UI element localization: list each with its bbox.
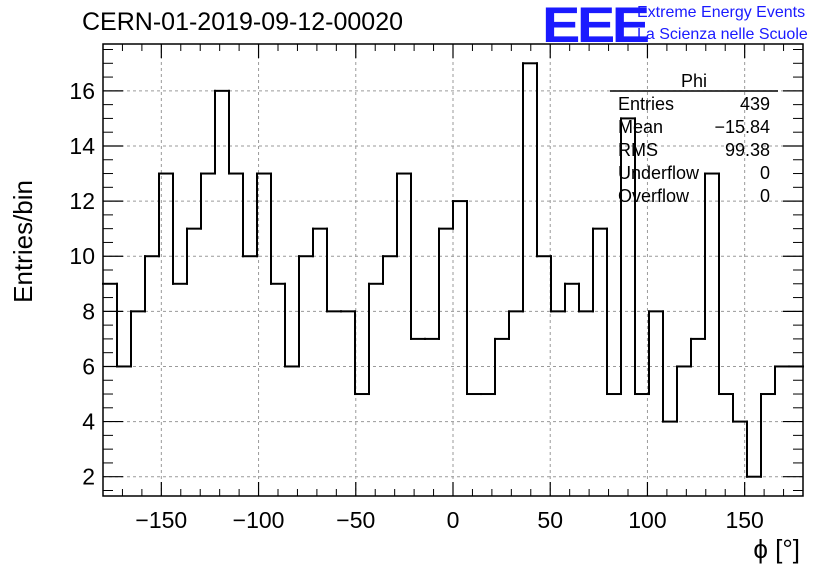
stats-box: Phi Entries 439 Mean −15.84 RMS 99.38 Underflo… [610,71,778,206]
histogram-bars [102,62,804,478]
stats-row-label: Entries [618,94,674,114]
axis-ticks [102,44,804,496]
stats-row-label: RMS [618,140,658,160]
y-tick-label: 6 [82,353,95,379]
x-tick-label: −100 [233,507,285,533]
y-tick-labels: 2 4 6 8 10 12 14 16 [69,78,95,490]
x-tick-label: −150 [135,507,187,533]
eee-logo: EEE [542,0,650,53]
y-tick-label: 16 [69,78,95,104]
logo-subtitle-1: Extreme Energy Events [637,4,806,21]
x-tick-label: 150 [725,507,763,533]
logo-subtitle-2: La Scienza nelle Scuole [637,26,808,43]
stats-row-value: 0 [760,163,770,183]
y-tick-label: 10 [69,243,95,269]
page-title: CERN-01-2019-09-12-00020 [82,8,404,36]
stats-row-value: 99.38 [725,140,770,160]
stats-row-value: 439 [740,94,770,114]
x-tick-label: 50 [537,507,563,533]
y-tick-label: 8 [82,298,95,324]
x-tick-label: −50 [336,507,375,533]
stats-box-title: Phi [681,71,707,91]
x-tick-labels: −150 −100 −50 0 50 100 150 [135,507,763,533]
x-tick-label: 0 [447,507,460,533]
x-tick-label: 100 [628,507,666,533]
x-axis-title: ϕ [°] [753,534,800,564]
stats-row-label: Overflow [618,186,690,206]
stats-row-value: −15.84 [714,117,770,137]
stats-row-label: Underflow [618,163,700,183]
y-tick-label: 14 [69,133,95,159]
stats-row-label: Mean [618,117,663,137]
y-tick-label: 12 [69,188,95,214]
y-tick-label: 4 [82,409,95,435]
y-tick-label: 2 [82,464,95,490]
y-axis-title: Entries/bin [8,180,38,303]
stats-row-value: 0 [760,186,770,206]
grid-lines [103,44,803,496]
